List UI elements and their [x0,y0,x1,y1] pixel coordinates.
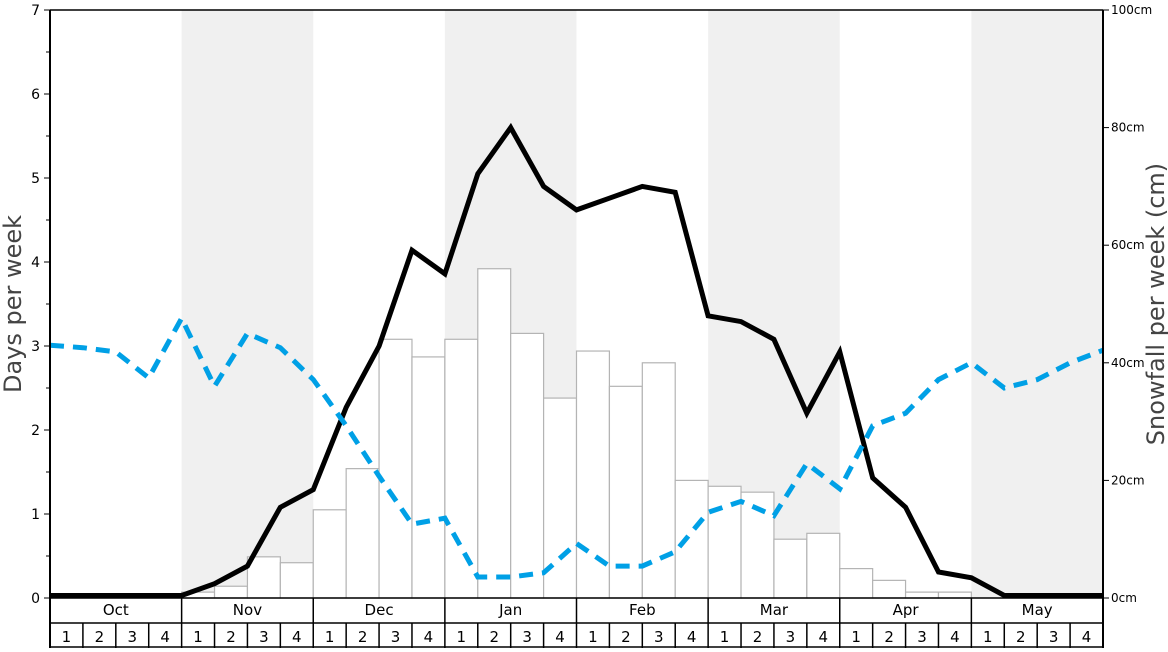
snowfall-bar [740,491,775,599]
week-label: 4 [292,628,302,646]
axes: 0 1 2 3 4 5 6 7 0cm 20cm 40cm 60cm 80cm 100cm Oct 1 2 3 4 N… [31,3,1152,648]
y2-tick-label: 100cm [1111,3,1152,17]
month-label: May [1022,601,1053,619]
week-label: 2 [489,628,499,646]
week-label: 3 [654,628,664,646]
snowfall-bar [279,562,314,599]
snow-days-line [50,122,1103,598]
snowfall-bar [904,591,940,599]
month-label: Dec [365,601,394,619]
snowfall-bar [345,468,380,599]
snowfall-bar [806,532,841,599]
week-label: 2 [884,628,894,646]
week-label: 2 [358,628,368,646]
y-tick-label: 5 [31,171,40,187]
snowfall-bar [213,585,249,599]
week-label: 4 [950,628,960,646]
y2-tick-label: 80cm [1111,121,1145,135]
month-label: Nov [233,601,262,619]
week-label: 3 [391,628,401,646]
week-label: 4 [424,628,434,646]
week-label: 3 [917,628,927,646]
week-label: 3 [127,628,137,646]
snowfall-bar [937,591,972,599]
week-label: 3 [1049,628,1059,646]
week-label: 4 [687,628,697,646]
snowfall-bar [312,509,347,599]
y-tick-label: 7 [31,3,40,19]
y-axis-label: Days per week [0,215,27,393]
snowfall-bar [246,556,281,599]
y-tick-label: 1 [31,507,40,523]
y-tick-label: 2 [31,423,40,439]
y2-axis-label: Snowfall per week (cm) [1142,163,1168,445]
week-label: 2 [753,628,763,646]
sunny-days-line [49,312,1104,580]
week-label: 4 [1082,628,1092,646]
week-label: 1 [62,628,72,646]
snowfall-bar [641,362,676,599]
week-label: 1 [851,628,861,646]
week-label: 1 [588,628,598,646]
snowfall-bar [575,350,611,599]
week-label: 3 [786,628,796,646]
snowfall-bar [839,567,874,599]
snowfall-bar [411,356,446,599]
y2-tick-label: 40cm [1111,356,1145,370]
snowfall-bar [542,397,578,599]
week-label: 1 [457,628,467,646]
week-label: 1 [983,628,993,646]
week-label: 3 [259,628,269,646]
month-label: Jan [498,601,522,619]
snowfall-bar [444,338,479,599]
week-label: 2 [621,628,631,646]
month-shade-nov [181,10,314,598]
week-label: 1 [193,628,203,646]
snowfall-bars [181,268,972,599]
week-label: 3 [522,628,532,646]
snowfall-bar [477,268,512,599]
week-label: 2 [95,628,105,646]
month-label: Apr [893,601,920,619]
week-label: 4 [819,628,829,646]
snowfall-bar [674,479,709,599]
y-tick-label: 0 [31,591,40,607]
y-tick-label: 3 [31,339,40,355]
month-shade-may [971,10,1103,598]
month-label: Feb [629,601,656,619]
snowfall-bar [872,579,907,599]
week-label: 4 [160,628,170,646]
week-label: 2 [226,628,236,646]
y-tick-label: 4 [31,255,40,271]
snowfall-bar [510,332,545,599]
week-label: 1 [720,628,730,646]
series-lines [49,122,1104,598]
month-label: Mar [760,601,789,619]
week-label: 1 [325,628,335,646]
y2-tick-label: 0cm [1111,591,1137,605]
month-label: Oct [103,601,129,619]
snowfall-bar [378,338,413,599]
y2-tick-label: 20cm [1111,473,1145,487]
y-tick-label: 6 [31,87,40,103]
week-label: 2 [1016,628,1026,646]
snowfall-bar [608,385,643,599]
week-label: 4 [555,628,565,646]
y2-tick-label: 60cm [1111,238,1145,252]
snowfall-bar [773,538,808,599]
